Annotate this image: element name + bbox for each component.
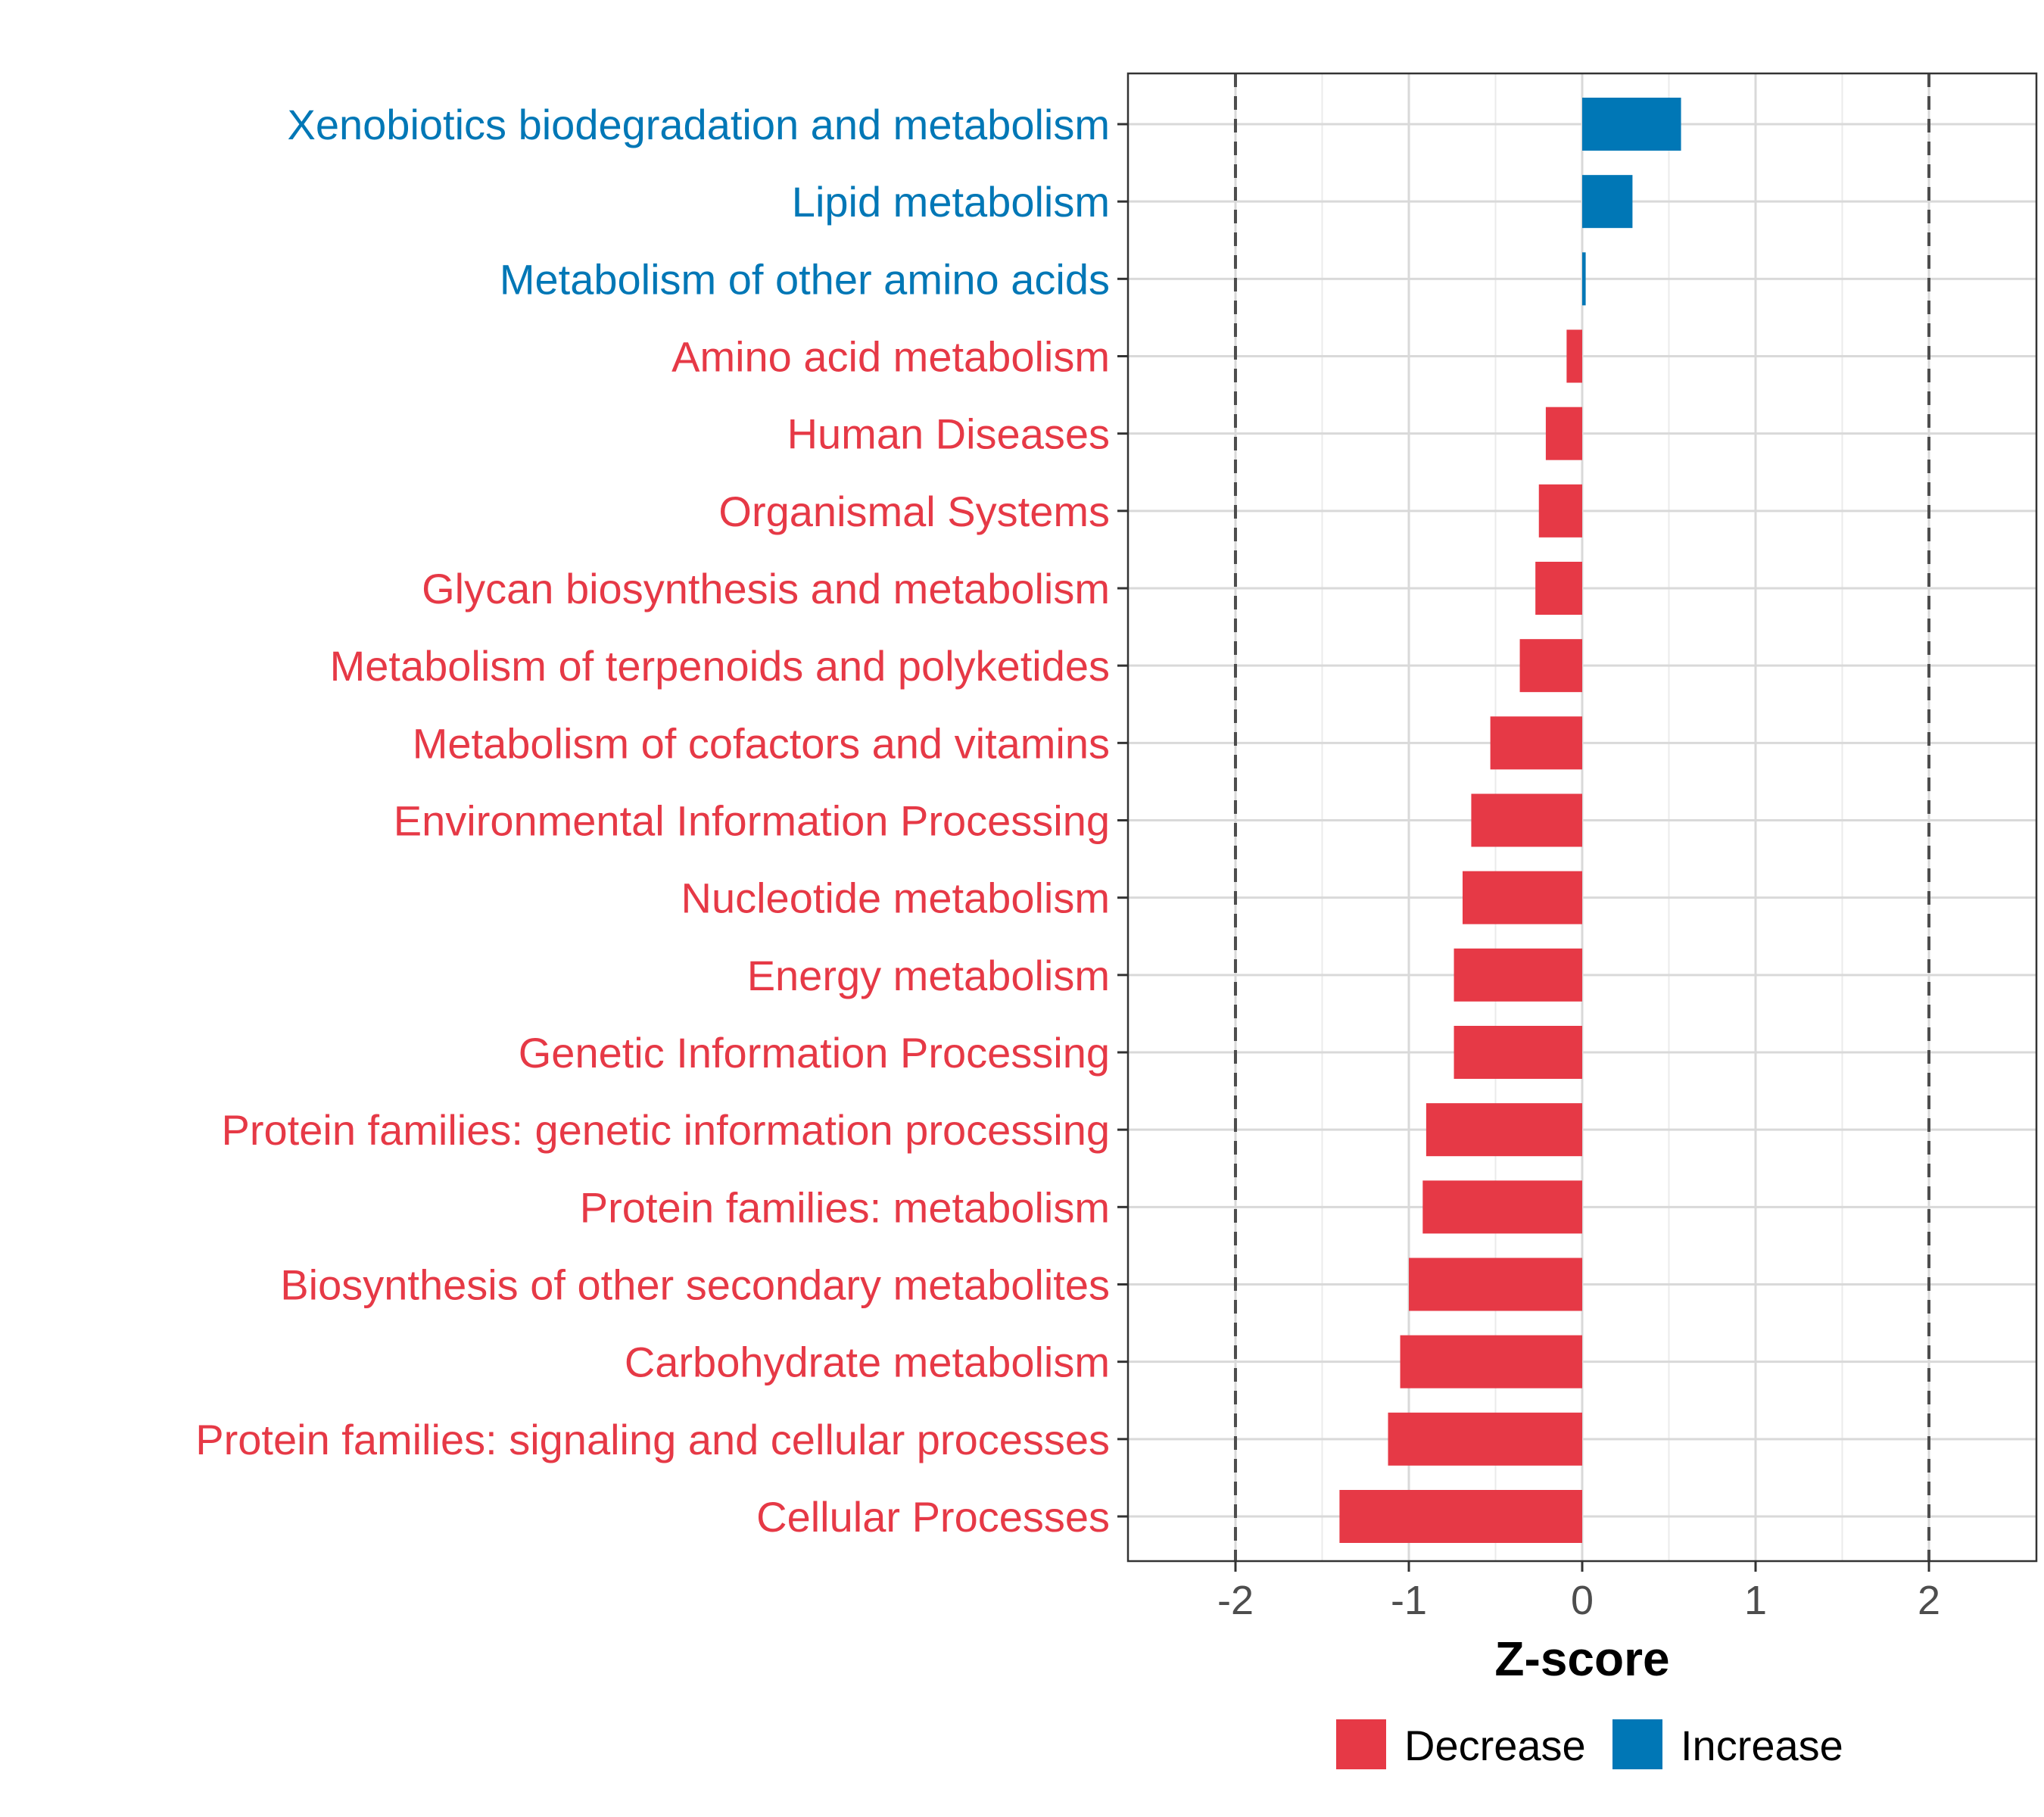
legend-label-decrease: Decrease bbox=[1404, 1722, 1586, 1769]
y-tick-label: Metabolism of cofactors and vitamins bbox=[413, 719, 1110, 767]
bar bbox=[1538, 484, 1582, 538]
bar bbox=[1582, 98, 1681, 151]
bar bbox=[1490, 716, 1582, 770]
bar bbox=[1462, 871, 1582, 924]
y-tick-label: Environmental Information Processing bbox=[394, 797, 1110, 845]
x-axis-title: Z-score bbox=[1494, 1632, 1669, 1686]
bar bbox=[1426, 1103, 1582, 1157]
y-tick-label: Cellular Processes bbox=[756, 1493, 1110, 1541]
bar bbox=[1422, 1180, 1582, 1234]
y-axis: Xenobiotics biodegradation and metabolis… bbox=[195, 101, 1128, 1541]
y-tick-label: Xenobiotics biodegradation and metabolis… bbox=[288, 101, 1110, 148]
y-tick-label: Human Diseases bbox=[787, 410, 1110, 458]
y-tick-label: Protein families: metabolism bbox=[580, 1183, 1110, 1231]
x-axis: -2 -1 0 1 2 bbox=[1217, 1561, 1940, 1623]
bar bbox=[1535, 562, 1582, 615]
y-tick-label: Energy metabolism bbox=[747, 952, 1110, 999]
y-tick-label: Amino acid metabolism bbox=[671, 333, 1110, 381]
bar bbox=[1454, 948, 1582, 1002]
bars bbox=[1339, 98, 1681, 1543]
y-tick-label: Lipid metabolism bbox=[792, 178, 1110, 226]
y-tick-label: Protein families: signaling and cellular… bbox=[195, 1416, 1110, 1463]
bar bbox=[1545, 407, 1582, 460]
reference-lines bbox=[1233, 73, 1931, 1561]
y-tick-label: Metabolism of terpenoids and polyketides bbox=[330, 642, 1110, 690]
x-tick-label: -1 bbox=[1391, 1578, 1427, 1623]
y-tick-label: Carbohydrate metabolism bbox=[625, 1339, 1110, 1386]
x-tick-label: 1 bbox=[1744, 1578, 1767, 1623]
bar bbox=[1471, 793, 1582, 847]
bar bbox=[1388, 1412, 1582, 1466]
y-tick-label: Organismal Systems bbox=[718, 488, 1110, 535]
y-tick-label: Glycan biosynthesis and metabolism bbox=[422, 565, 1110, 612]
y-tick-label: Nucleotide metabolism bbox=[681, 874, 1110, 922]
y-tick-label: Metabolism of other amino acids bbox=[500, 255, 1110, 303]
bar bbox=[1566, 329, 1582, 383]
bar bbox=[1582, 175, 1633, 229]
legend-label-increase: Increase bbox=[1681, 1722, 1843, 1769]
x-tick-label: 2 bbox=[1918, 1578, 1940, 1623]
legend: Decrease Increase bbox=[1336, 1719, 1843, 1769]
x-tick-label: 0 bbox=[1571, 1578, 1594, 1623]
x-tick-label: -2 bbox=[1217, 1578, 1254, 1623]
bar bbox=[1454, 1026, 1582, 1079]
bar bbox=[1519, 639, 1582, 693]
bar bbox=[1582, 252, 1586, 306]
y-tick-label: Genetic Information Processing bbox=[519, 1029, 1110, 1077]
y-tick-label: Protein families: genetic information pr… bbox=[222, 1106, 1110, 1154]
legend-swatch-decrease bbox=[1336, 1719, 1386, 1769]
y-tick-label: Biosynthesis of other secondary metaboli… bbox=[280, 1261, 1110, 1309]
legend-swatch-increase bbox=[1612, 1719, 1662, 1769]
bar bbox=[1408, 1258, 1582, 1311]
bar bbox=[1400, 1335, 1582, 1388]
bar bbox=[1339, 1490, 1582, 1543]
